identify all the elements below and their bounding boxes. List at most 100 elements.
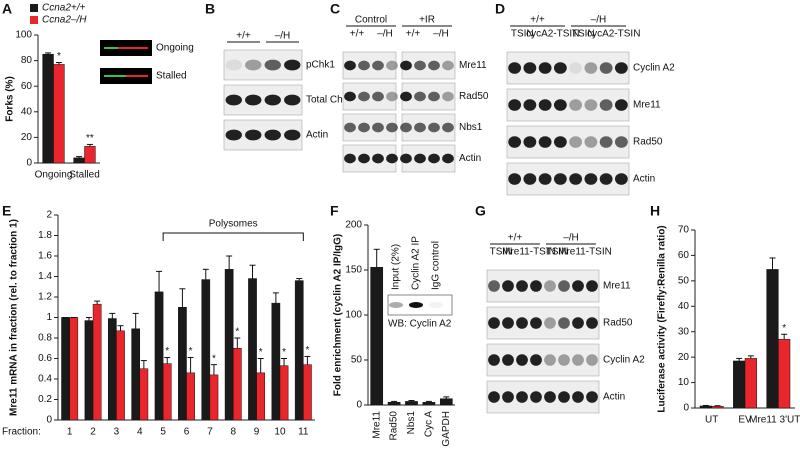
band	[488, 280, 500, 292]
bar	[439, 398, 453, 406]
y-tick-label: 1.2	[38, 292, 52, 303]
lane-header: Mre11-TSIN	[558, 247, 612, 258]
band	[530, 280, 542, 292]
lane-header: cycA2-TSIN	[587, 29, 640, 40]
band	[530, 317, 542, 329]
y-tick-label: 0.2	[38, 394, 52, 405]
band	[508, 62, 522, 74]
band	[558, 317, 570, 329]
band	[372, 60, 384, 71]
x-tick-label: 4	[137, 427, 143, 438]
row-label: Rad50	[459, 91, 489, 102]
band	[516, 391, 528, 403]
band	[400, 91, 412, 102]
y-tick-label: 20	[678, 352, 690, 363]
row-label: Actin	[603, 392, 625, 403]
x-tick-label: Stalled	[69, 170, 100, 181]
y-tick-label: 1	[46, 312, 52, 323]
row-label: Actin	[306, 130, 328, 141]
bar	[116, 330, 125, 421]
bar	[84, 146, 96, 164]
band	[386, 60, 398, 71]
row-label: Rad50	[603, 318, 633, 329]
panel-label: G	[475, 203, 486, 219]
bar	[186, 372, 195, 421]
band	[569, 173, 583, 185]
band	[372, 91, 384, 102]
y-axis-label: Fold enrichment (cyclin A2 IP/IgG)	[333, 234, 344, 396]
lane-header: +/+	[508, 233, 523, 244]
legend-label: Ccna2+/+	[42, 3, 86, 14]
band	[428, 60, 440, 71]
band	[429, 302, 443, 308]
panel-label: H	[650, 203, 660, 219]
bar	[84, 320, 94, 421]
band	[569, 62, 583, 74]
band	[488, 391, 500, 403]
lane-header: cycA2-TSIN	[526, 29, 579, 40]
x-tick-label: 11	[298, 427, 309, 438]
significance: *	[282, 347, 286, 358]
row-label: Mre11	[459, 60, 487, 71]
panel-label: D	[495, 1, 505, 17]
band	[284, 59, 301, 71]
band	[538, 99, 552, 111]
significance: *	[189, 346, 193, 357]
band	[572, 391, 584, 403]
band	[386, 122, 398, 133]
row-label: Cyclin A2	[633, 63, 675, 74]
bar	[387, 402, 401, 406]
y-tick-label: 0	[356, 400, 362, 411]
band	[344, 122, 356, 133]
bar	[69, 317, 79, 421]
band	[400, 122, 412, 133]
x-tick-label: 8	[230, 427, 236, 438]
lane-header: TSIN	[490, 247, 513, 258]
bar	[279, 365, 289, 421]
bar	[224, 269, 234, 421]
band	[586, 280, 598, 292]
lane-header: TSIN	[546, 247, 569, 258]
band	[502, 354, 514, 366]
bar	[73, 157, 85, 164]
significance: *	[782, 323, 786, 334]
band	[284, 94, 301, 106]
band	[358, 153, 370, 164]
band	[523, 62, 537, 74]
bar	[303, 364, 312, 421]
lane-header: +/+	[406, 29, 421, 40]
bar	[248, 278, 257, 421]
band	[502, 391, 514, 403]
band	[414, 122, 426, 133]
y-tick-label: 50	[678, 275, 690, 286]
band	[344, 60, 356, 71]
band	[372, 122, 384, 133]
band	[599, 173, 613, 185]
significance: *	[57, 51, 61, 62]
band	[264, 94, 281, 106]
row-label: Actin	[633, 174, 655, 185]
row-label: Rad50	[633, 137, 663, 148]
x-axis-label: Fraction:	[2, 427, 41, 438]
band	[614, 62, 628, 74]
bar	[92, 303, 102, 421]
y-axis-label: Mre11 mRNA in fraction (rel. to fraction…	[9, 219, 20, 416]
band	[225, 59, 242, 71]
bar	[744, 358, 757, 409]
band	[523, 136, 537, 148]
band	[538, 136, 552, 148]
panel-label: A	[2, 1, 12, 17]
x-tick-label: 2	[90, 427, 96, 438]
x-tick-label: Cyc A	[424, 411, 435, 437]
y-tick-label: 1.6	[38, 251, 52, 262]
y-tick-label: 0	[683, 403, 689, 414]
band	[538, 62, 552, 74]
band	[245, 59, 262, 71]
band	[586, 317, 598, 329]
band	[558, 280, 570, 292]
row-label: Nbs1	[459, 122, 483, 133]
band	[358, 122, 370, 133]
lane-header: TSIN	[572, 29, 595, 40]
band	[400, 153, 412, 164]
x-tick-label: Nbs1	[406, 411, 417, 435]
